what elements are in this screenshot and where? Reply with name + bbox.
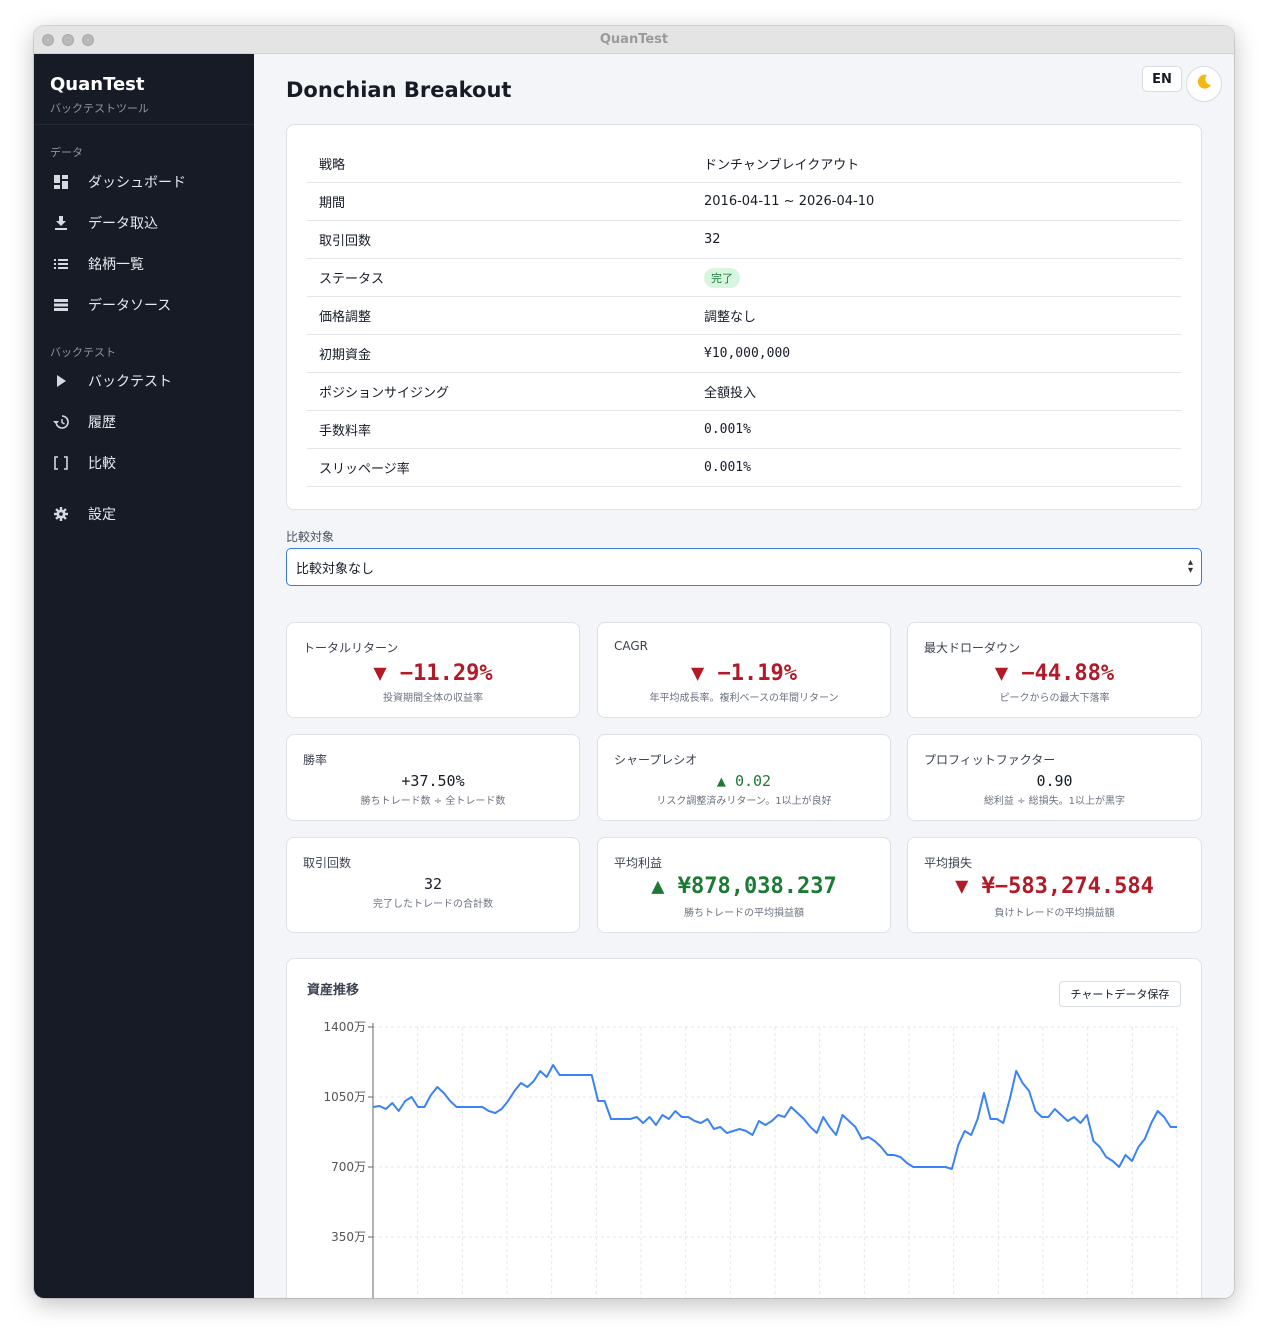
main-content: Donchian Breakout EN 戦略 ドンチャンブレイクアウト 期間 20…: [254, 54, 1234, 1298]
app-window: QuanTest QuanTest バックテストツール データ ダッシュボード …: [34, 26, 1234, 1298]
info-row: ポジションサイジング 全額投入: [307, 373, 1181, 411]
zoom-window-button[interactable]: [82, 34, 94, 46]
sidebar-item-symbols[interactable]: 銘柄一覧: [50, 249, 240, 279]
brand-subtitle: バックテストツール: [50, 102, 149, 115]
sidebar-item-settings[interactable]: 設定: [50, 499, 240, 529]
y-tick-label: 1400万: [323, 1020, 366, 1034]
sidebar-item-label: データ取込: [88, 216, 158, 232]
metric-card-trade-count: 取引回数 32 完了したトレードの合計数: [286, 837, 580, 933]
minimize-window-button[interactable]: [62, 34, 74, 46]
brand-divider: [34, 124, 254, 125]
metric-value: 32: [423, 875, 443, 893]
moon-icon: [1195, 73, 1213, 95]
sidebar: QuanTest バックテストツール データ ダッシュボード データ取込 銘柄一…: [34, 54, 254, 1298]
download-icon: [50, 214, 72, 232]
metric-value: ▼ −1.19%: [691, 661, 797, 686]
dashboard-icon: [50, 173, 72, 191]
metric-value: +37.50%: [401, 772, 465, 790]
sidebar-item-backtest[interactable]: バックテスト: [50, 366, 240, 396]
sidebar-item-label: 銘柄一覧: [88, 257, 144, 273]
sidebar-item-label: ダッシュボード: [88, 175, 186, 191]
history-icon: [50, 413, 72, 431]
info-row: 初期資金 ¥10,000,000: [307, 335, 1181, 373]
save-chart-data-button[interactable]: チャートデータ保存: [1059, 981, 1181, 1007]
metric-value: ▼ −11.29%: [373, 661, 493, 686]
info-row: 手数料率 0.001%: [307, 411, 1181, 449]
sidebar-item-label: 履歴: [88, 415, 116, 431]
sidebar-item-history[interactable]: 履歴: [50, 407, 240, 437]
play-icon: [50, 372, 72, 390]
y-tick-label: 1050万: [323, 1090, 366, 1104]
compare-label: 比較対象: [286, 530, 335, 544]
metric-value: ▲ 0.02: [716, 772, 772, 790]
section-label-data: データ: [50, 146, 83, 159]
metric-value: ▲ ¥878,038.237: [651, 874, 837, 899]
close-window-button[interactable]: [42, 34, 54, 46]
theme-toggle-button[interactable]: [1186, 66, 1222, 102]
sidebar-item-compare[interactable]: 比較: [50, 448, 240, 478]
section-label-backtest: バックテスト: [50, 346, 116, 359]
window-title: QuanTest: [599, 32, 669, 47]
equity-chart-card: 資産推移 チャートデータ保存 350万 700万 1050万 1400万: [286, 958, 1202, 1298]
brand-name: QuanTest: [50, 74, 145, 95]
info-row: 取引回数 32: [307, 221, 1181, 259]
chart-title: 資産推移: [307, 983, 360, 998]
metric-card-max-drawdown: 最大ドローダウン ▼ −44.88% ピークからの最大下落率: [907, 622, 1202, 718]
compare-select[interactable]: 比較対象なし ▴ ▾: [286, 548, 1202, 586]
metric-card-win-rate: 勝率 +37.50% 勝ちトレード数 ÷ 全トレード数: [286, 734, 580, 821]
metric-card-avg-loss: 平均損失 ▼ ¥−583,274.584 負けトレードの平均損益額: [907, 837, 1202, 933]
list-icon: [50, 255, 72, 273]
equity-series-line: [372, 1064, 1177, 1170]
metric-card-cagr: CAGR ▼ −1.19% 年平均成長率。複利ベースの年間リターン: [597, 622, 891, 718]
chevron-updown-icon: ▴ ▾: [1187, 557, 1193, 576]
sidebar-item-label: バックテスト: [88, 374, 172, 390]
storage-icon: [50, 296, 72, 314]
y-tick-label: 700万: [331, 1160, 366, 1174]
metric-card-total-return: トータルリターン ▼ −11.29% 投資期間全体の収益率: [286, 622, 580, 718]
strategy-info-card: 戦略 ドンチャンブレイクアウト 期間 2016-04-11 ~ 2026-04-10…: [286, 124, 1202, 510]
metric-card-sharpe: シャープレシオ ▲ 0.02 リスク調整済みリターン。1以上が良好: [597, 734, 891, 821]
sidebar-item-dashboard[interactable]: ダッシュボード: [50, 167, 240, 197]
page-title: Donchian Breakout: [286, 78, 512, 102]
compare-icon: [50, 454, 72, 472]
sidebar-item-import[interactable]: データ取込: [50, 208, 240, 238]
info-row: 価格調整 調整なし: [307, 297, 1181, 335]
gear-icon: [50, 505, 72, 523]
sidebar-item-label: データソース: [88, 298, 172, 314]
equity-line-chart: 350万 700万 1050万 1400万: [323, 1020, 1178, 1298]
info-row: ステータス 完了: [307, 259, 1181, 297]
info-row: 戦略 ドンチャンブレイクアウト: [307, 145, 1181, 183]
sidebar-item-label: 設定: [88, 507, 116, 523]
sidebar-item-label: 比較: [88, 456, 116, 472]
title-bar: QuanTest: [34, 26, 1234, 54]
compare-select-value: 比較対象なし: [296, 561, 375, 577]
info-row: スリッページ率 0.001%: [307, 449, 1181, 487]
status-badge: 完了: [704, 267, 740, 288]
sidebar-item-datasource[interactable]: データソース: [50, 290, 240, 320]
language-toggle-button[interactable]: EN: [1142, 66, 1182, 92]
metric-value: 0.90: [1036, 772, 1073, 790]
info-row: 期間 2016-04-11 ~ 2026-04-10: [307, 183, 1181, 221]
metric-value: ▼ ¥−583,274.584: [955, 874, 1154, 899]
metric-value: ▼ −44.88%: [994, 661, 1115, 686]
metric-card-profit-factor: プロフィットファクター 0.90 総利益 ÷ 総損失。1以上が黒字: [907, 734, 1202, 821]
metric-card-avg-win: 平均利益 ▲ ¥878,038.237 勝ちトレードの平均損益額: [597, 837, 891, 933]
y-tick-label: 350万: [331, 1230, 366, 1244]
